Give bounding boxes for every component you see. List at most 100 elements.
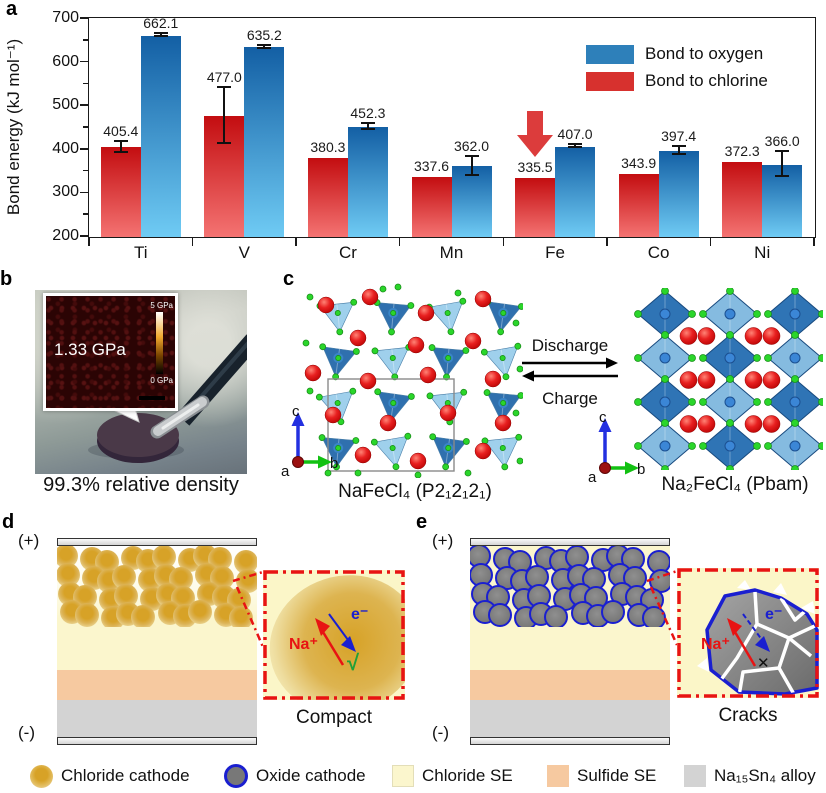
sulfide-square-icon — [547, 765, 569, 787]
discharge-charge-arrows-icon — [522, 357, 618, 382]
pellet-photo: 1.33 GPa 5 GPa 0 GPa — [35, 290, 247, 474]
discharge-label: Discharge — [531, 336, 609, 355]
crystal-structure-nafecl4 — [298, 283, 525, 479]
oxide-cathode-particle — [544, 605, 569, 627]
cracks-zoom-box: Na⁺ e⁻ ✕ — [677, 568, 819, 698]
relative-density-caption: 99.3% relative density — [43, 474, 239, 496]
bar-oxygen-V — [244, 47, 285, 237]
cracked-particle — [677, 568, 819, 698]
hardness-map-inset: 1.33 GPa 5 GPa 0 GPa — [43, 293, 178, 411]
y-axis-minor-tick — [83, 126, 88, 128]
error-bar — [119, 141, 122, 152]
na-ion-label-d: Na⁺ — [289, 636, 318, 653]
bar-value-label: 407.0 — [557, 126, 593, 142]
bar-value-label: 477.0 — [206, 69, 242, 86]
legend-item-label: Na₁₅Sn₄ alloy — [714, 766, 816, 785]
cross-mark-icon: ✕ — [757, 655, 770, 672]
zoom-connector-e — [646, 569, 679, 646]
legend-item-sulfide-square: Sulfide SE — [547, 762, 656, 790]
y-axis-minor-tick — [83, 213, 88, 215]
oxide-cathode-particle — [641, 606, 666, 627]
bar-value-label: 372.3 — [724, 142, 760, 159]
na-ion-arrow-e — [733, 631, 757, 667]
bar-value-label: 337.6 — [413, 158, 450, 174]
axis-b-label: b — [330, 455, 338, 472]
error-bar — [470, 155, 473, 175]
scale-max-label: 5 GPa — [150, 301, 173, 310]
bar-value-label: 362.0 — [453, 137, 490, 154]
x-axis-category-label: V — [238, 243, 251, 262]
y-axis-tick-label: 200 — [52, 227, 79, 244]
y-axis-tick — [80, 191, 88, 194]
chart-legend-label: Bond to chlorine — [645, 71, 768, 90]
positive-electrode-sign-d: (+) — [18, 531, 40, 550]
error-bar-cap — [775, 150, 790, 153]
error-bar-cap — [775, 174, 790, 177]
x-axis-tick — [709, 238, 712, 246]
bar-oxygen-Ti — [140, 35, 181, 237]
bar-chlorine-Mn — [411, 177, 452, 237]
error-bar-cap — [360, 122, 375, 125]
error-bar-cap — [113, 150, 128, 153]
na-ion-arrow — [321, 631, 345, 666]
error-bar-cap — [153, 35, 168, 38]
legend-item-chloride-square: Chloride SE — [392, 762, 513, 790]
error-bar-cap — [360, 127, 375, 130]
chloride-cathode-particle — [131, 605, 156, 627]
negative-electrode-sign-d: (-) — [18, 723, 35, 742]
y-axis-minor-tick — [83, 82, 88, 85]
cracks-caption: Cracks — [718, 705, 778, 726]
bar-chlorine-Cr — [307, 158, 348, 237]
legend-item-oxide-circle: Oxide cathode — [224, 762, 366, 790]
bar-oxygen-Cr — [347, 127, 388, 237]
error-bar-cap — [671, 144, 686, 147]
top-current-collector-e — [470, 538, 670, 546]
axis-a-label: a — [281, 463, 290, 480]
error-bar — [677, 145, 680, 155]
bar-value-label: 405.4 — [103, 123, 139, 140]
tweezers-tip-highlight — [161, 403, 200, 430]
y-axis-minor-tick — [83, 169, 88, 172]
color-scale-bar — [156, 312, 163, 374]
reaction-arrows: Discharge Charge — [518, 336, 622, 409]
x-axis-tick — [813, 238, 815, 246]
fe-arrow-head — [517, 134, 554, 157]
panel-d-label: d — [2, 511, 15, 533]
compact-caption: Compact — [295, 707, 373, 728]
chloride-cathode-particle — [228, 606, 253, 627]
y-axis-tick — [80, 17, 88, 19]
chloride-se-layer-d — [57, 627, 257, 670]
chart-legend-swatch — [586, 71, 634, 91]
legend-item-label: Oxide cathode — [256, 766, 366, 785]
x-axis-tick — [295, 238, 297, 246]
check-mark-icon: √ — [347, 650, 360, 675]
x-axis-category-label: Fe — [545, 243, 565, 262]
crystal-structure-na2fecl4 — [633, 287, 826, 473]
sulfide-se-layer-e — [470, 670, 670, 700]
oxide-circle-icon — [224, 764, 248, 788]
compact-annotations — [263, 570, 405, 700]
x-axis-tick — [606, 238, 608, 246]
na-ion-label-e: Na⁺ — [701, 636, 730, 653]
chloride-cathode-layer — [57, 546, 257, 627]
legend-item-label: Chloride SE — [422, 766, 513, 785]
oxide-cathode-particle — [600, 600, 625, 624]
error-bar-cap — [568, 143, 583, 145]
sulfide-se-layer-d — [57, 670, 257, 700]
chloride-cathode-particle — [151, 546, 176, 569]
chloride-cathode-particle — [57, 546, 78, 568]
gold-circle-icon — [30, 764, 53, 788]
panel-c-label: c — [283, 268, 295, 290]
y-axis-tick — [80, 148, 88, 150]
axis-b-label: b — [637, 461, 645, 478]
bar-oxygen-Co — [658, 150, 699, 237]
bar-chlorine-Fe — [515, 177, 556, 237]
alloy-layer-d — [57, 700, 257, 737]
error-bar — [159, 32, 162, 37]
bar-oxygen-Fe — [555, 146, 596, 237]
alloy-layer-e — [470, 700, 670, 737]
error-bar — [263, 44, 266, 48]
alloy-square-icon — [684, 765, 706, 787]
left-formula-label: NaFeCl₄ (P2₁2₁2₁) — [338, 481, 492, 502]
bar-chart-plot-area: 200 300 400 500 600 700 Ti 405.4 662.1 V 477.0 635.… — [52, 9, 816, 262]
